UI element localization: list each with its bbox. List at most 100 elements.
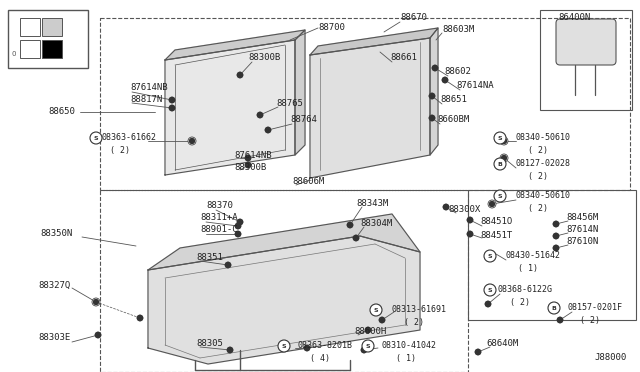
Polygon shape [165,40,295,175]
Circle shape [370,304,382,316]
Text: 08430-51642: 08430-51642 [506,251,561,260]
Circle shape [494,158,506,170]
Circle shape [554,246,559,250]
Circle shape [191,140,193,142]
Circle shape [467,218,472,222]
Circle shape [554,234,559,238]
Text: 87614NB: 87614NB [130,83,168,93]
Circle shape [433,65,438,71]
Circle shape [555,235,557,237]
Text: S: S [488,253,492,259]
Circle shape [468,219,471,221]
Text: 88305: 88305 [196,340,223,349]
Circle shape [365,327,371,333]
Circle shape [444,205,449,209]
Text: 08310-41042: 08310-41042 [382,341,437,350]
Text: 88351: 88351 [196,253,223,263]
Circle shape [477,351,479,353]
Text: S: S [374,308,378,312]
Text: 88451O: 88451O [480,218,512,227]
Circle shape [365,327,371,333]
Text: 88303E: 88303E [38,334,70,343]
Text: ( 2): ( 2) [528,203,548,212]
Text: S: S [488,288,492,292]
Circle shape [442,77,448,83]
Polygon shape [310,38,430,178]
Circle shape [431,95,433,97]
Circle shape [189,138,195,144]
Text: B: B [497,161,502,167]
Text: 08340-50610: 08340-50610 [516,192,571,201]
Text: ( 2): ( 2) [528,171,548,180]
Circle shape [97,334,99,336]
Circle shape [170,97,175,103]
Text: S: S [498,193,502,199]
Circle shape [486,301,490,307]
Bar [100,190,468,372]
Circle shape [367,329,369,331]
Circle shape [444,79,446,81]
Circle shape [467,217,473,223]
Circle shape [257,112,263,118]
Text: 87610N: 87610N [566,237,598,247]
Circle shape [362,340,374,352]
Text: ( 1): ( 1) [518,263,538,273]
Circle shape [139,317,141,319]
Circle shape [490,202,493,206]
Text: 88817N: 88817N [130,96,163,105]
Circle shape [494,190,506,202]
Text: S: S [282,343,286,349]
Circle shape [484,250,496,262]
Circle shape [93,299,99,305]
Text: ( 2): ( 2) [110,145,130,154]
Circle shape [188,137,196,145]
Circle shape [500,137,508,145]
Text: 88651: 88651 [440,96,467,105]
Circle shape [553,233,559,239]
Bar [8,10,88,68]
Circle shape [380,317,385,323]
Text: 8660BM: 8660BM [437,115,469,125]
Text: 88300B: 88300B [234,163,266,171]
Circle shape [247,157,249,159]
Circle shape [245,162,251,168]
Circle shape [245,155,251,161]
Text: ( 4): ( 4) [310,353,330,362]
Bar [42,18,62,36]
Circle shape [554,221,559,227]
Circle shape [484,284,496,296]
Bar [468,190,636,320]
Circle shape [90,132,102,144]
Circle shape [171,107,173,109]
Text: 88327Q: 88327Q [38,280,70,289]
Circle shape [429,93,435,99]
Circle shape [355,237,357,239]
Circle shape [361,347,367,353]
Circle shape [353,235,358,241]
Text: 87614NB: 87614NB [234,151,271,160]
Circle shape [235,231,241,237]
Circle shape [502,156,506,160]
Bar [540,10,632,110]
Bar [100,18,630,190]
Bar [42,40,62,58]
Circle shape [304,345,310,351]
Circle shape [429,115,435,121]
Text: J88000: J88000 [594,353,627,362]
Text: 08313-61691: 08313-61691 [392,305,447,314]
Text: 88650: 88650 [48,108,75,116]
Circle shape [494,132,506,144]
Circle shape [235,223,241,229]
Text: 08340-50610: 08340-50610 [516,134,571,142]
Circle shape [169,105,175,111]
Circle shape [379,317,385,323]
Circle shape [429,115,435,121]
Circle shape [95,333,100,337]
Circle shape [348,222,353,228]
Circle shape [432,65,438,71]
Text: 88304M: 88304M [360,219,392,228]
Text: 88661: 88661 [390,54,417,62]
Circle shape [225,263,230,267]
Circle shape [559,319,561,321]
Text: 08157-0201F: 08157-0201F [568,304,623,312]
